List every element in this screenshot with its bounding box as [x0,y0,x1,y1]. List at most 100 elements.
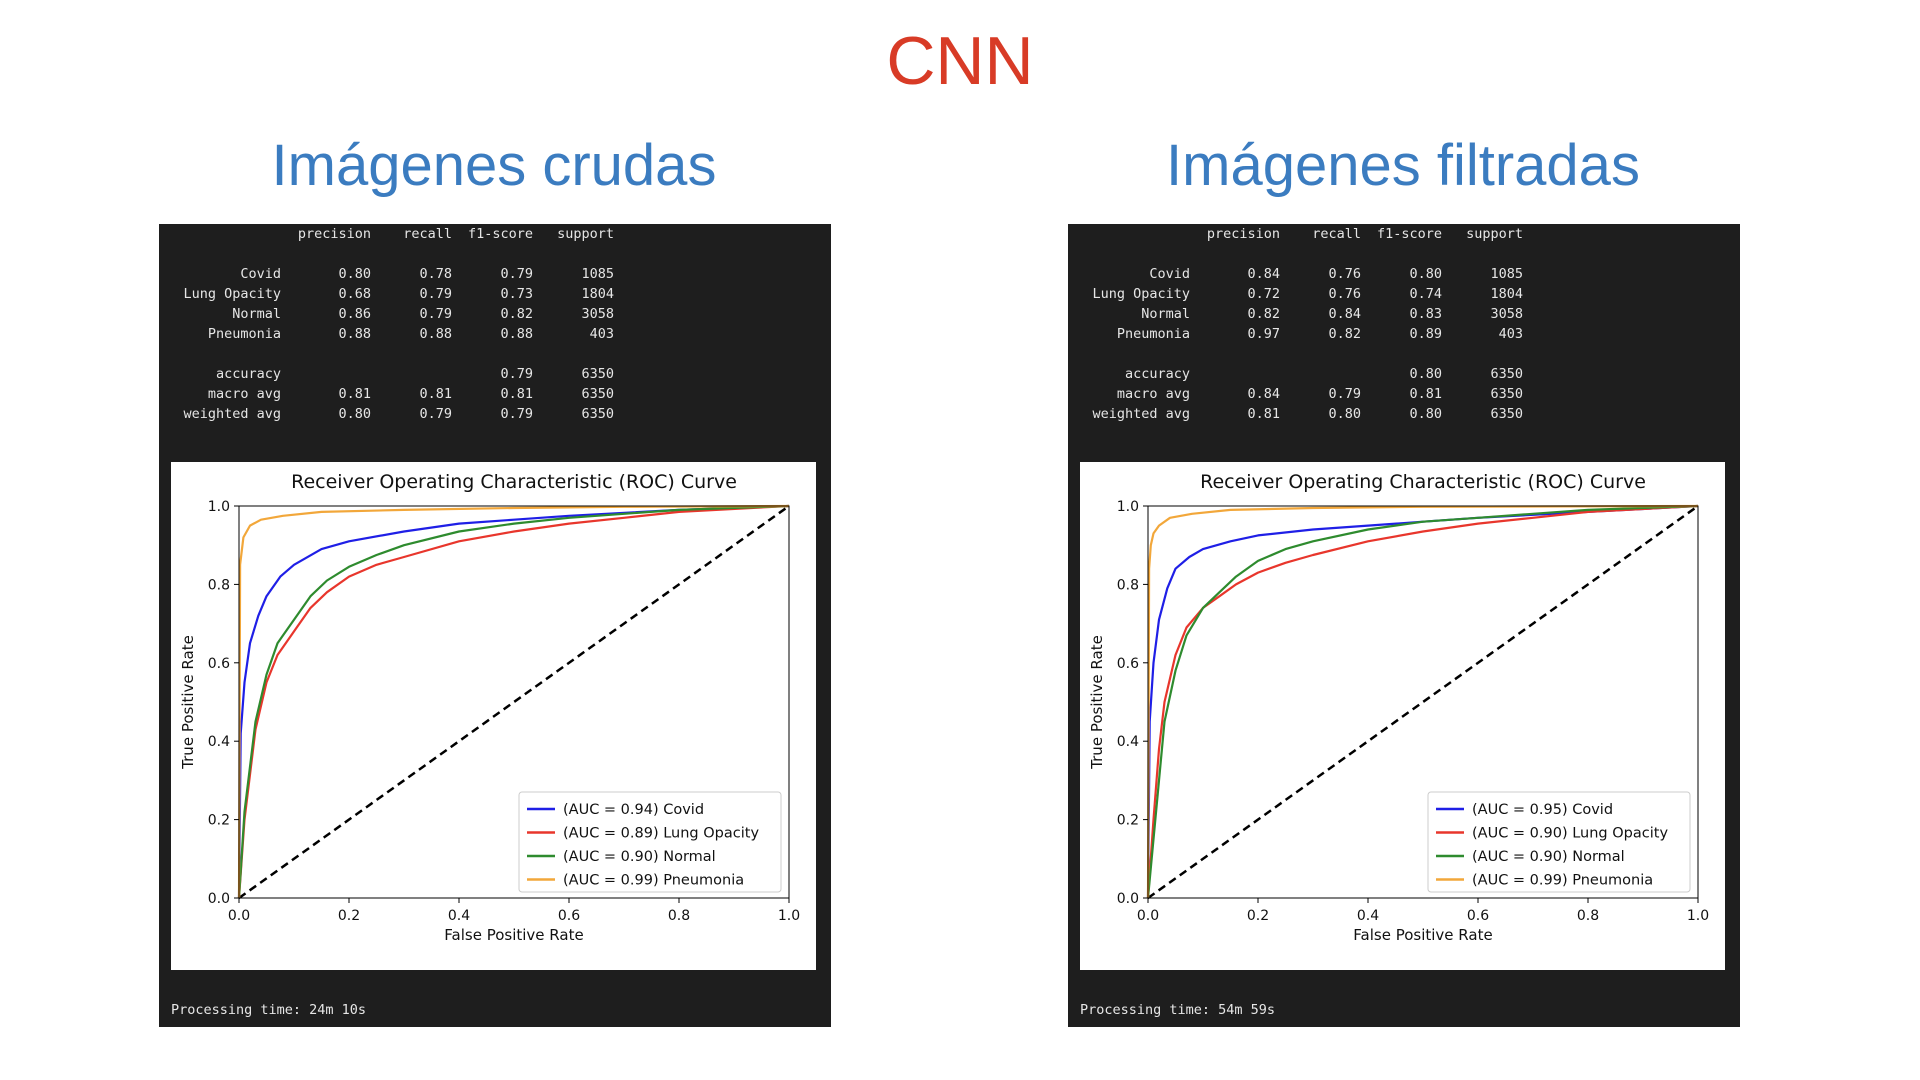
report-row-label: Covid [1149,266,1190,282]
x-tick-label: 0.2 [1247,908,1269,924]
diagonal-reference-line [1147,504,1699,900]
report-cell: 0.82 [1328,326,1361,342]
report-row-label: Pneumonia [207,326,281,342]
report-cell: 0.89 [1409,326,1442,342]
report-cell: 0.84 [1328,306,1361,322]
y-tick-label: 0.6 [1117,656,1139,672]
x-tick-label: 0.8 [1577,908,1599,924]
x-axis-label: False Positive Rate [444,926,583,944]
processing-time: Processing time: 54m 59s [1080,1002,1276,1018]
report-summary-label: weighted avg [1092,406,1190,422]
report-cell: 0.79 [500,406,533,422]
report-cell: 0.81 [1247,406,1280,422]
report-row-label: Normal [232,306,281,322]
legend-label: (AUC = 0.89) Lung Opacity [563,826,759,842]
report-cell: 403 [1498,326,1523,342]
x-tick-label: 0.4 [1357,908,1379,924]
report-cell: 0.79 [419,306,452,322]
report-cell: 0.81 [500,386,533,402]
panel-raw: precision recall f1-score support Covid 0.80 0… [159,224,831,1027]
x-tick-label: 1.0 [778,908,800,924]
report-cell: 0.68 [338,286,371,302]
report-cell: 0.79 [419,286,452,302]
report-column-header: support [557,226,614,242]
roc-plot-frame: Receiver Operating Characteristic (ROC) … [171,462,816,970]
report-row-label: Lung Opacity [1092,286,1190,302]
legend-label: (AUC = 0.95) Covid [1472,802,1613,818]
report-cell: 0.84 [1247,266,1280,282]
x-tick-label: 0.6 [1467,908,1489,924]
x-tick-label: 0.2 [338,908,360,924]
y-tick-label: 0.2 [1117,813,1139,829]
report-cell: 0.86 [338,306,371,322]
report-cell: 6350 [1490,406,1523,422]
chart-title: Receiver Operating Characteristic (ROC) … [1200,471,1646,493]
report-summary-label: weighted avg [183,406,281,422]
report-cell: 0.88 [338,326,371,342]
y-tick-label: 0.6 [208,656,230,672]
report-cell: 6350 [581,366,614,382]
report-column-header: precision [1206,226,1280,242]
report-summary-label: accuracy [1124,366,1190,382]
report-cell: 0.80 [1409,266,1442,282]
report-cell: 1804 [1490,286,1523,302]
report-summary-label: accuracy [215,366,281,382]
report-cell: 0.76 [1328,266,1361,282]
report-column-header: support [1466,226,1523,242]
report-cell: 0.83 [1409,306,1442,322]
legend-box [1427,791,1691,893]
report-cell: 0.79 [500,266,533,282]
plot-axes-frame [1147,505,1699,899]
x-axis-label: False Positive Rate [1353,926,1492,944]
report-cell: 0.79 [500,366,533,382]
x-tick-label: 0.0 [1137,908,1159,924]
report-cell: 0.72 [1247,286,1280,302]
y-tick-label: 0.0 [1117,891,1139,907]
roc-curve-line [237,504,790,899]
report-cell: 0.82 [500,306,533,322]
legend-label: (AUC = 0.99) Pneumonia [1472,873,1653,889]
roc-curve-line [237,504,790,899]
report-cell: 0.79 [1328,386,1361,402]
report-row-label: Normal [1141,306,1190,322]
roc-chart: Receiver Operating Characteristic (ROC) … [1088,471,1709,944]
report-cell: 0.79 [419,406,452,422]
processing-time: Processing time: 24m 10s [171,1002,367,1018]
report-cell: 6350 [581,406,614,422]
panel-heading-filtered: Imágenes filtradas [1166,133,1640,198]
classification-report: precision recall f1-score support Covid 0.84 0… [1068,224,1740,459]
x-tick-label: 0.8 [668,908,690,924]
report-column-header: f1-score [1376,226,1442,242]
y-tick-label: 0.4 [1117,734,1139,750]
report-cell: 6350 [1490,366,1523,382]
legend-label: (AUC = 0.90) Lung Opacity [1472,826,1668,842]
report-cell: 0.80 [338,406,371,422]
y-tick-label: 0.8 [1117,577,1139,593]
y-axis-label: True Positive Rate [1088,635,1106,770]
report-cell: 0.80 [338,266,371,282]
report-cell: 0.74 [1409,286,1442,302]
roc-curve-line [237,504,790,899]
report-cell: 0.80 [1409,406,1442,422]
y-tick-label: 0.4 [208,734,230,750]
report-cell: 1804 [581,286,614,302]
roc-curve-line [1146,504,1699,899]
panel-filtered: precision recall f1-score support Covid 0.84 0… [1068,224,1740,1027]
report-cell: 0.80 [1409,366,1442,382]
report-cell: 0.88 [419,326,452,342]
x-tick-label: 1.0 [1687,908,1709,924]
plot-axes-frame [238,505,790,899]
x-tick-label: 0.0 [228,908,250,924]
y-tick-label: 1.0 [1117,499,1139,515]
roc-plot-frame: Receiver Operating Characteristic (ROC) … [1080,462,1725,970]
main-title: CNN [886,23,1034,99]
roc-curve-line [237,504,790,899]
report-cell: 1085 [581,266,614,282]
report-cell: 0.76 [1328,286,1361,302]
report-cell: 3058 [1490,306,1523,322]
x-tick-label: 0.4 [448,908,470,924]
report-cell: 0.97 [1247,326,1280,342]
legend-box [518,791,782,893]
legend-label: (AUC = 0.99) Pneumonia [563,873,744,889]
legend-label: (AUC = 0.90) Normal [1472,849,1625,865]
